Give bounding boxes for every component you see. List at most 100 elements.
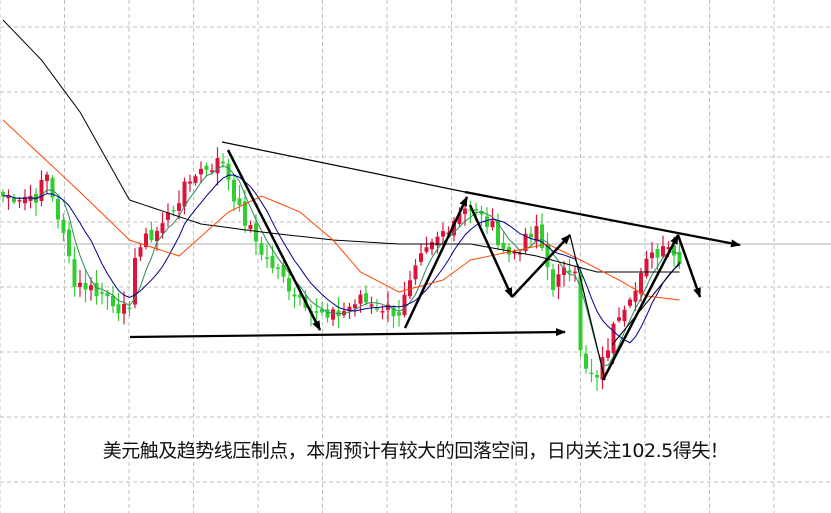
candle-body — [182, 181, 187, 207]
candle-body — [397, 312, 401, 316]
ma-orange-line — [2, 119, 680, 301]
candle-body — [534, 226, 539, 242]
candle-body — [666, 247, 671, 250]
candle-body — [270, 256, 275, 268]
candle-body — [463, 208, 467, 214]
candle-body — [435, 236, 440, 246]
candle-body — [67, 229, 71, 257]
candle-body — [353, 304, 357, 309]
candle-body — [364, 293, 368, 303]
candle-body — [391, 307, 396, 317]
candle-body — [545, 244, 550, 268]
candle-body — [672, 245, 676, 256]
candle-body — [584, 353, 588, 369]
candle-body — [193, 176, 198, 183]
up-arrow — [601, 234, 680, 381]
candle-body — [331, 309, 335, 320]
channel-line — [611, 261, 681, 346]
candle-body — [496, 220, 500, 246]
candle-body — [485, 216, 489, 227]
up-arrow — [403, 196, 469, 329]
candle-body — [430, 242, 434, 250]
up-arrow — [511, 234, 571, 298]
candle-body — [490, 220, 495, 228]
candle-body — [644, 258, 649, 277]
candle-body — [468, 208, 473, 211]
candle-body — [617, 317, 621, 321]
candle-body — [23, 196, 27, 204]
ma-mid-line — [2, 174, 680, 344]
candle-body — [105, 292, 110, 297]
candle-body — [573, 271, 577, 274]
candle-body — [551, 269, 555, 290]
candle-body — [606, 350, 610, 358]
candle-body — [358, 294, 363, 304]
candle-body — [116, 304, 121, 314]
candle-body — [188, 181, 192, 184]
candle-body — [122, 303, 126, 314]
candle-body — [512, 252, 517, 254]
candle-body — [259, 243, 264, 255]
candle-body — [155, 230, 159, 242]
candle-body — [518, 252, 522, 255]
down-arrow — [226, 149, 322, 331]
candle-body — [380, 311, 385, 313]
candle-body — [237, 198, 242, 206]
candle-body — [39, 179, 44, 202]
candle-body — [226, 163, 231, 180]
candle-body — [215, 158, 220, 174]
candle-body — [6, 195, 11, 199]
candle-body — [45, 174, 49, 182]
candle-body — [248, 225, 253, 230]
candle-body — [210, 170, 214, 173]
candle-body — [595, 374, 599, 378]
candle-body — [265, 257, 269, 259]
candle-body — [133, 258, 137, 305]
candle-body — [424, 247, 429, 252]
candle-body — [171, 209, 176, 212]
candle-body — [567, 270, 572, 273]
candle-body — [540, 224, 544, 248]
candle-body — [589, 372, 594, 375]
candle-body — [287, 278, 291, 292]
candle-body — [441, 231, 445, 237]
candle-body — [166, 212, 170, 220]
candle-body — [298, 294, 302, 298]
candle-body — [89, 285, 93, 291]
candle-body — [501, 242, 506, 249]
candle-body — [677, 251, 682, 265]
candle-body — [413, 265, 418, 280]
chart-caption: 美元触及趋势线压制点，本周预计有较大的回落空间，日内关注102.5得失！ — [102, 440, 729, 462]
candle-body — [633, 290, 638, 302]
candle-body — [655, 248, 660, 258]
candle-body — [562, 267, 566, 275]
candle-body — [111, 295, 115, 307]
candle-body — [221, 161, 225, 164]
candle-body — [281, 264, 286, 277]
candle-body — [254, 223, 258, 242]
candle-body — [12, 197, 16, 203]
candle-body — [408, 280, 412, 297]
candle-body — [17, 200, 22, 202]
ma-long-line — [2, 19, 680, 273]
candle-body — [556, 274, 561, 287]
candle-body — [232, 179, 236, 202]
ma-fast-line — [2, 165, 680, 366]
candle-body — [149, 229, 154, 241]
candle-body — [639, 273, 643, 294]
down-arrow — [676, 234, 702, 298]
candle-body — [127, 307, 132, 310]
candle-body — [578, 274, 583, 351]
candle-body — [276, 267, 280, 269]
candle-body — [325, 309, 330, 318]
candle-body — [386, 304, 390, 310]
candle-body — [160, 223, 165, 234]
candle-body — [474, 209, 478, 211]
candle-body — [177, 203, 181, 211]
candle-body — [479, 210, 484, 215]
candle-body — [622, 309, 627, 322]
candle-body — [529, 233, 533, 238]
candle-body — [369, 304, 374, 307]
